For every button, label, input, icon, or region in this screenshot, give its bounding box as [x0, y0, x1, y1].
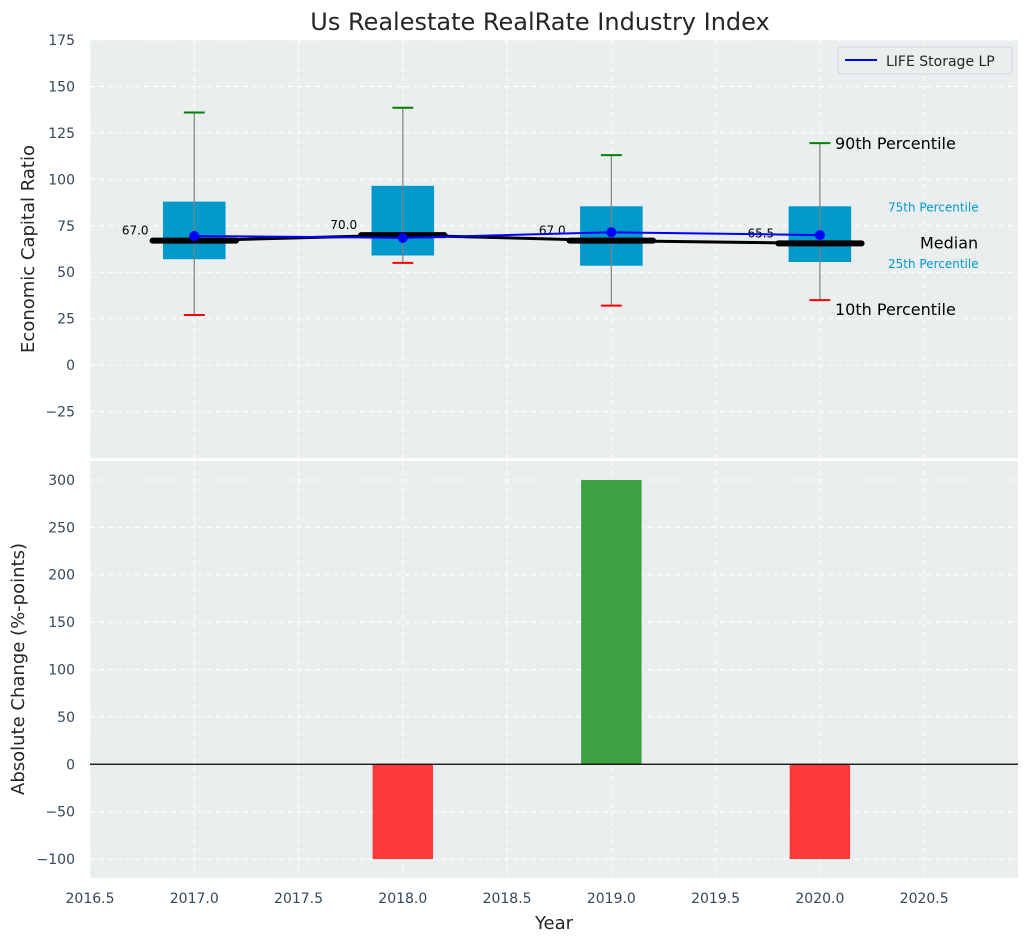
top-y-tick-label: 125	[48, 126, 75, 142]
legend-entry: LIFE Storage LP	[886, 54, 995, 70]
top-plot-background	[90, 40, 1018, 458]
x-tick-label: 2016.5	[66, 891, 115, 907]
x-tick-label: 2017.0	[170, 891, 219, 907]
bottom-y-tick-label: 200	[48, 568, 75, 584]
top-y-tick-label: 25	[57, 312, 75, 328]
series-lines	[189, 227, 825, 243]
change-bars	[372, 479, 851, 860]
series-point	[189, 230, 200, 241]
series-point	[397, 232, 408, 243]
x-tick-labels: 2016.5 2017.0 2017.5 2018.0 2018.5 2019.0 2019…	[66, 891, 949, 907]
bottom-y-tick-labels: −100 −50 0 50 100 150 200 250 300	[37, 473, 75, 868]
bottom-y-tick-label: 0	[66, 757, 75, 773]
median-value-label: 70.0	[330, 218, 357, 232]
x-tick-label: 2020.5	[900, 891, 949, 907]
x-tick-label: 2017.5	[274, 891, 323, 907]
chart-title: Us Realestate RealRate Industry Index	[310, 8, 769, 36]
series-point	[814, 230, 825, 241]
bottom-y-tick-label: −50	[45, 805, 75, 821]
median-annotation: Median	[920, 233, 978, 252]
median-value-label: 67.0	[539, 224, 566, 238]
top-y-tick-label: 50	[57, 265, 75, 281]
percentile-annotations: 90th Percentile 75th Percentile Median 25th…	[835, 134, 979, 319]
top-y-tick-label: 0	[66, 358, 75, 374]
bottom-y-tick-label: 50	[57, 710, 75, 726]
top-y-tick-label: 150	[48, 79, 75, 95]
median-value-label: 67.0	[122, 224, 149, 238]
legend: LIFE Storage LP	[837, 46, 1013, 75]
top-y-tick-label: 175	[48, 33, 75, 49]
bottom-y-tick-label: 300	[48, 473, 75, 489]
x-tick-label: 2018.5	[483, 891, 532, 907]
x-axis-label: Year	[534, 913, 574, 934]
top-y-tick-labels: −25 0 25 50 75 100 125 150 175	[45, 33, 75, 421]
x-tick-label: 2019.5	[691, 891, 740, 907]
p75-annotation: 75th Percentile	[888, 200, 979, 214]
p25-annotation: 25th Percentile	[888, 257, 979, 271]
p10-annotation: 10th Percentile	[835, 300, 956, 319]
change-bar-2018	[372, 764, 434, 860]
x-tick-label: 2018.0	[378, 891, 427, 907]
top-y-tick-label: 75	[57, 219, 75, 235]
bottom-y-tick-label: 100	[48, 663, 75, 679]
top-panel: −25 0 25 50 75 100 125 150 175 Economic Capital …	[18, 33, 1018, 458]
bottom-y-tick-label: 150	[48, 615, 75, 631]
top-y-axis-label: Economic Capital Ratio	[18, 145, 39, 353]
x-tick-label: 2019.0	[587, 891, 636, 907]
legend-box	[837, 46, 1013, 75]
bottom-y-tick-label: −100	[37, 852, 75, 868]
series-line	[194, 231, 820, 239]
top-y-tick-label: 100	[48, 172, 75, 188]
change-bar-2020	[789, 764, 851, 860]
x-tick-label: 2020.0	[795, 891, 844, 907]
change-bar-2019	[581, 479, 642, 765]
bottom-y-tick-label: 250	[48, 520, 75, 536]
top-y-tick-label: −25	[45, 405, 75, 421]
bottom-y-axis-label: Absolute Change (%-points)	[8, 543, 29, 795]
series-point	[606, 227, 617, 238]
p90-annotation: 90th Percentile	[835, 134, 956, 153]
